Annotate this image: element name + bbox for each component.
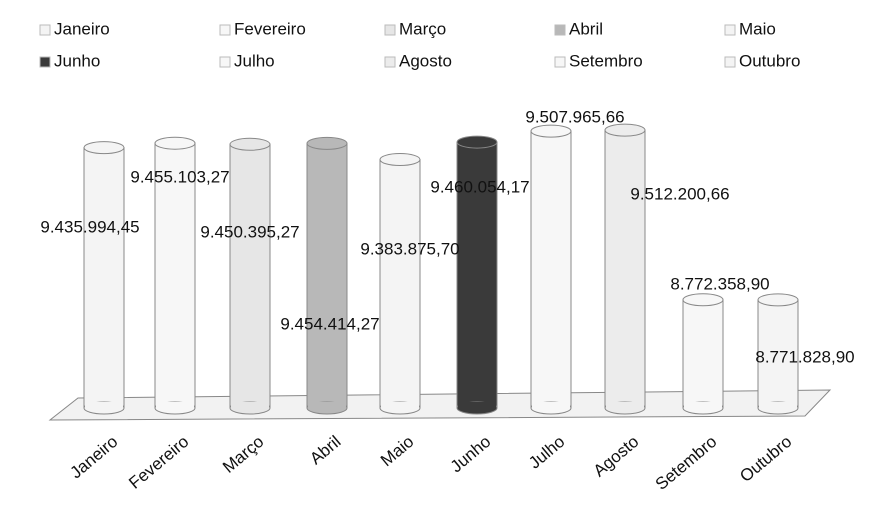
x-tick-label: Fevereiro — [125, 432, 192, 493]
bar — [379, 159, 421, 409]
bar-cover — [85, 402, 123, 408]
x-tick-label: Junho — [447, 432, 495, 476]
data-label: 9.454.414,27 — [280, 314, 379, 333]
bar-top — [456, 135, 498, 149]
data-label: 9.450.395,27 — [200, 222, 299, 241]
legend-swatch — [724, 24, 736, 36]
x-tick-label: Outubro — [736, 432, 795, 486]
bar — [306, 142, 348, 409]
data-label: 9.435.994,45 — [40, 217, 139, 236]
bar-top — [229, 137, 271, 151]
bar-cover — [308, 402, 346, 408]
bar-cover — [606, 402, 644, 408]
bar-cover — [684, 402, 722, 408]
bar-top — [83, 141, 125, 155]
legend-label: Setembro — [569, 51, 643, 70]
data-label: 9.455.103,27 — [130, 167, 229, 186]
bar — [154, 142, 196, 409]
data-label: 9.383.875,70 — [360, 239, 459, 258]
data-label: 8.772.358,90 — [670, 274, 769, 293]
bar-cover — [532, 402, 570, 408]
legend-swatch — [219, 24, 231, 36]
legend-swatch — [384, 56, 396, 68]
legend-label: Fevereiro — [234, 19, 306, 38]
data-label: 9.507.965,66 — [525, 107, 624, 126]
bar-top — [306, 136, 348, 150]
bar-top — [530, 124, 572, 138]
legend-label: Janeiro — [54, 19, 110, 38]
legend-swatch — [39, 56, 51, 68]
x-tick-label: Setembro — [652, 432, 721, 494]
x-tick-label: Março — [219, 432, 267, 477]
data-label: 9.512.200,66 — [630, 184, 729, 203]
legend-swatch — [554, 56, 566, 68]
legend-swatch — [384, 24, 396, 36]
data-label: 9.460.054,17 — [430, 177, 529, 196]
bar-top — [757, 293, 799, 307]
x-tick-label: Janeiro — [67, 432, 122, 482]
bar-cover — [381, 402, 419, 408]
legend-label: Junho — [54, 51, 100, 70]
legend-label: Abril — [569, 19, 603, 38]
bar-cover — [759, 402, 797, 408]
bar-top — [379, 153, 421, 167]
bar — [604, 129, 646, 409]
bar-top — [682, 293, 724, 307]
legend-swatch — [554, 24, 566, 36]
legend-label: Março — [399, 19, 446, 38]
bar-cover — [156, 402, 194, 408]
bar-top — [154, 136, 196, 150]
data-label: 8.771.828,90 — [755, 347, 854, 366]
legend-swatch — [219, 56, 231, 68]
bar — [83, 147, 125, 409]
bar-cover — [458, 402, 496, 408]
legend-swatch — [724, 56, 736, 68]
legend-label: Julho — [234, 51, 275, 70]
legend-swatch — [39, 24, 51, 36]
x-tick-label: Abril — [306, 432, 344, 468]
bar-top — [604, 123, 646, 137]
bar — [530, 130, 572, 409]
bar — [229, 143, 271, 409]
x-tick-label: Julho — [525, 432, 568, 473]
x-tick-label: Agosto — [590, 432, 643, 481]
bar — [682, 299, 724, 409]
legend-label: Outubro — [739, 51, 800, 70]
legend-label: Maio — [739, 19, 776, 38]
bar-cover — [231, 402, 269, 408]
x-tick-label: Maio — [377, 432, 417, 470]
legend-label: Agosto — [399, 51, 452, 70]
